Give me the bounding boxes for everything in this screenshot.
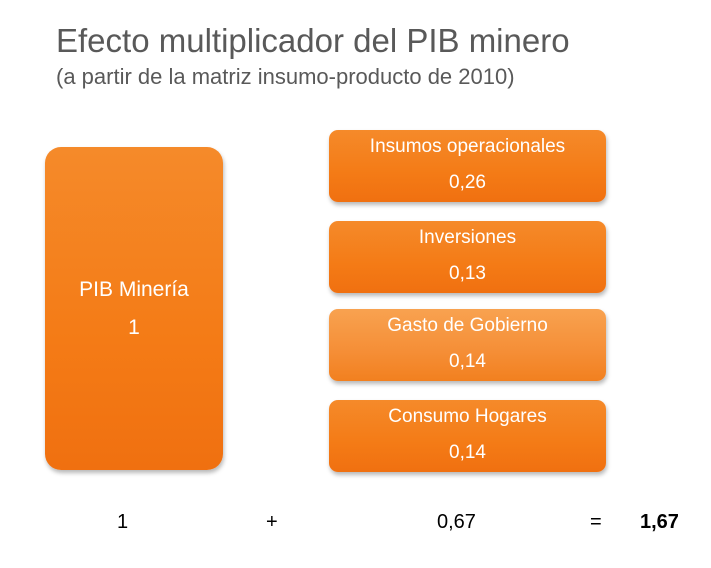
consumo-hogares-value: 0,14	[449, 442, 486, 463]
gasto-gobierno-label: Gasto de Gobierno	[387, 315, 548, 336]
inversiones-value: 0,13	[449, 263, 486, 284]
consumo-hogares-box: Consumo Hogares 0,14	[329, 400, 606, 472]
formula-term-1: 1	[117, 511, 129, 533]
pib-mineria-box: PIB Minería 1	[45, 147, 223, 470]
pib-mineria-label: PIB Minería	[79, 277, 189, 301]
insumos-operacionales-value: 0,26	[449, 172, 486, 193]
inversiones-box: Inversiones 0,13	[329, 221, 606, 293]
page-subtitle: (a partir de la matriz insumo-producto d…	[56, 64, 515, 89]
inversiones-label: Inversiones	[418, 227, 517, 248]
insumos-operacionales-label: Insumos operacionales	[369, 136, 566, 157]
formula-term-2: 0,67	[437, 511, 476, 533]
page-title: Efecto multiplicador del PIB minero	[56, 22, 570, 59]
consumo-hogares-label: Consumo Hogares	[388, 406, 547, 427]
formula-result: 1,67	[640, 511, 679, 533]
formula-plus-sign: +	[266, 511, 278, 533]
insumos-operacionales-box: Insumos operacionales 0,26	[329, 130, 606, 202]
formula-equals-sign: =	[590, 511, 602, 533]
gasto-gobierno-box: Gasto de Gobierno 0,14	[329, 309, 606, 381]
gasto-gobierno-value: 0,14	[449, 351, 486, 372]
pib-mineria-value: 1	[128, 315, 140, 339]
